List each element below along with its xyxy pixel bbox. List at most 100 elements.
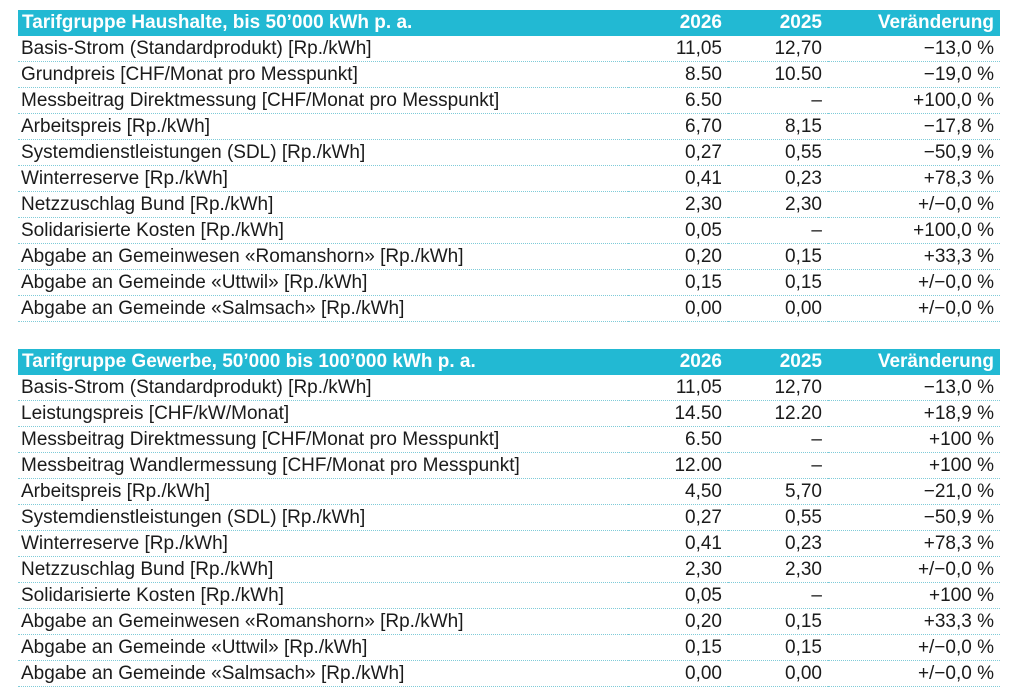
tariff-table-households: Tarifgruppe Haushalte, bis 50’000 kWh p.… [18,10,1000,322]
value-2026: 6.50 [628,426,728,453]
value-2026: 0,15 [628,269,728,296]
row-label: Abgabe an Gemeinwesen «Romanshorn» [Rp./… [18,608,628,635]
row-label: Solidarisierte Kosten [Rp./kWh] [18,217,628,244]
value-2026: 0,05 [628,217,728,244]
table-row: Arbeitspreis [Rp./kWh] 6,70 8,15 −17,8 % [18,113,1000,140]
value-2025: 5,70 [728,478,828,505]
table-title: Tarifgruppe Haushalte, bis 50’000 kWh p.… [18,10,628,36]
value-2026: 0,00 [628,295,728,322]
table-row: Leistungspreis [CHF/kW/Monat] 14.50 12.2… [18,400,1000,427]
table-body: Basis-Strom (Standardprodukt) [Rp./kWh] … [18,375,1000,687]
value-2025: 0,15 [728,243,828,270]
value-2025: 0,15 [728,269,828,296]
column-header-2026: 2026 [628,10,728,36]
column-header-change: Veränderung [828,349,1000,375]
table-row: Netzzuschlag Bund [Rp./kWh] 2,30 2,30 +/… [18,191,1000,218]
table-row: Grundpreis [CHF/Monat pro Messpunkt] 8.5… [18,61,1000,88]
row-label: Basis-Strom (Standardprodukt) [Rp./kWh] [18,36,628,62]
value-change: +/−0,0 % [828,660,1000,687]
row-label: Arbeitspreis [Rp./kWh] [18,113,628,140]
table-row: Abgabe an Gemeinde «Salmsach» [Rp./kWh] … [18,660,1000,687]
table-row: Messbeitrag Wandlermessung [CHF/Monat pr… [18,452,1000,479]
table-row: Abgabe an Gemeinde «Uttwil» [Rp./kWh] 0,… [18,269,1000,296]
value-2025: 0,23 [728,530,828,557]
column-header-2026: 2026 [628,349,728,375]
row-label: Winterreserve [Rp./kWh] [18,165,628,192]
value-2026: 11,05 [628,36,728,62]
value-2026: 0,00 [628,660,728,687]
value-2026: 0,27 [628,139,728,166]
value-2026: 2,30 [628,191,728,218]
table-header: Tarifgruppe Gewerbe, 50’000 bis 100’000 … [18,349,1000,375]
value-2025: 0,23 [728,165,828,192]
value-2025: 0,55 [728,139,828,166]
row-label: Netzzuschlag Bund [Rp./kWh] [18,191,628,218]
row-label: Messbeitrag Wandlermessung [CHF/Monat pr… [18,452,628,479]
row-label: Abgabe an Gemeinwesen «Romanshorn» [Rp./… [18,243,628,270]
value-2026: 14.50 [628,400,728,427]
value-2025: 2,30 [728,556,828,583]
table-row: Abgabe an Gemeinwesen «Romanshorn» [Rp./… [18,608,1000,635]
table-row: Arbeitspreis [Rp./kWh] 4,50 5,70 −21,0 % [18,478,1000,505]
value-2026: 12.00 [628,452,728,479]
value-change: +/−0,0 % [828,634,1000,661]
row-label: Messbeitrag Direktmessung [CHF/Monat pro… [18,87,628,114]
value-2026: 6.50 [628,87,728,114]
value-2026: 0,41 [628,165,728,192]
row-label: Abgabe an Gemeinde «Salmsach» [Rp./kWh] [18,660,628,687]
row-label: Systemdienstleistungen (SDL) [Rp./kWh] [18,139,628,166]
row-label: Messbeitrag Direktmessung [CHF/Monat pro… [18,426,628,453]
value-2025: – [728,217,828,244]
table-row: Netzzuschlag Bund [Rp./kWh] 2,30 2,30 +/… [18,556,1000,583]
value-change: −19,0 % [828,61,1000,88]
table-title: Tarifgruppe Gewerbe, 50’000 bis 100’000 … [18,349,628,375]
table-row: Solidarisierte Kosten [Rp./kWh] 0,05 – +… [18,582,1000,609]
value-2025: 0,00 [728,295,828,322]
value-change: +78,3 % [828,530,1000,557]
value-2025: 10.50 [728,61,828,88]
row-label: Winterreserve [Rp./kWh] [18,530,628,557]
row-label: Systemdienstleistungen (SDL) [Rp./kWh] [18,504,628,531]
value-change: +100,0 % [828,87,1000,114]
table-row: Solidarisierte Kosten [Rp./kWh] 0,05 – +… [18,217,1000,244]
value-2025: – [728,87,828,114]
value-change: +/−0,0 % [828,295,1000,322]
value-2026: 4,50 [628,478,728,505]
value-2025: 0,55 [728,504,828,531]
value-change: +100 % [828,582,1000,609]
value-2025: 12.20 [728,400,828,427]
value-2026: 0,05 [628,582,728,609]
value-change: +100 % [828,426,1000,453]
header-row: Tarifgruppe Gewerbe, 50’000 bis 100’000 … [18,349,1000,375]
table-header: Tarifgruppe Haushalte, bis 50’000 kWh p.… [18,10,1000,36]
value-change: +/−0,0 % [828,191,1000,218]
value-2026: 2,30 [628,556,728,583]
value-change: +/−0,0 % [828,269,1000,296]
row-label: Grundpreis [CHF/Monat pro Messpunkt] [18,61,628,88]
tariff-tables: Tarifgruppe Haushalte, bis 50’000 kWh p.… [18,10,1000,687]
table-row: Basis-Strom (Standardprodukt) [Rp./kWh] … [18,36,1000,62]
row-label: Basis-Strom (Standardprodukt) [Rp./kWh] [18,375,628,401]
value-2025: 8,15 [728,113,828,140]
table-row: Winterreserve [Rp./kWh] 0,41 0,23 +78,3 … [18,530,1000,557]
value-change: +18,9 % [828,400,1000,427]
value-2025: – [728,582,828,609]
value-2025: – [728,426,828,453]
value-change: −17,8 % [828,113,1000,140]
header-row: Tarifgruppe Haushalte, bis 50’000 kWh p.… [18,10,1000,36]
row-label: Arbeitspreis [Rp./kWh] [18,478,628,505]
column-header-2025: 2025 [728,349,828,375]
value-change: +33,3 % [828,243,1000,270]
row-label: Abgabe an Gemeinde «Uttwil» [Rp./kWh] [18,269,628,296]
table-row: Systemdienstleistungen (SDL) [Rp./kWh] 0… [18,504,1000,531]
value-2026: 0,41 [628,530,728,557]
value-2025: 12,70 [728,375,828,401]
table-row: Messbeitrag Direktmessung [CHF/Monat pro… [18,87,1000,114]
value-2026: 6,70 [628,113,728,140]
tariff-table-business: Tarifgruppe Gewerbe, 50’000 bis 100’000 … [18,349,1000,687]
value-change: +/−0,0 % [828,556,1000,583]
value-change: −21,0 % [828,478,1000,505]
value-change: +78,3 % [828,165,1000,192]
table-row: Abgabe an Gemeinwesen «Romanshorn» [Rp./… [18,243,1000,270]
value-2026: 0,20 [628,608,728,635]
